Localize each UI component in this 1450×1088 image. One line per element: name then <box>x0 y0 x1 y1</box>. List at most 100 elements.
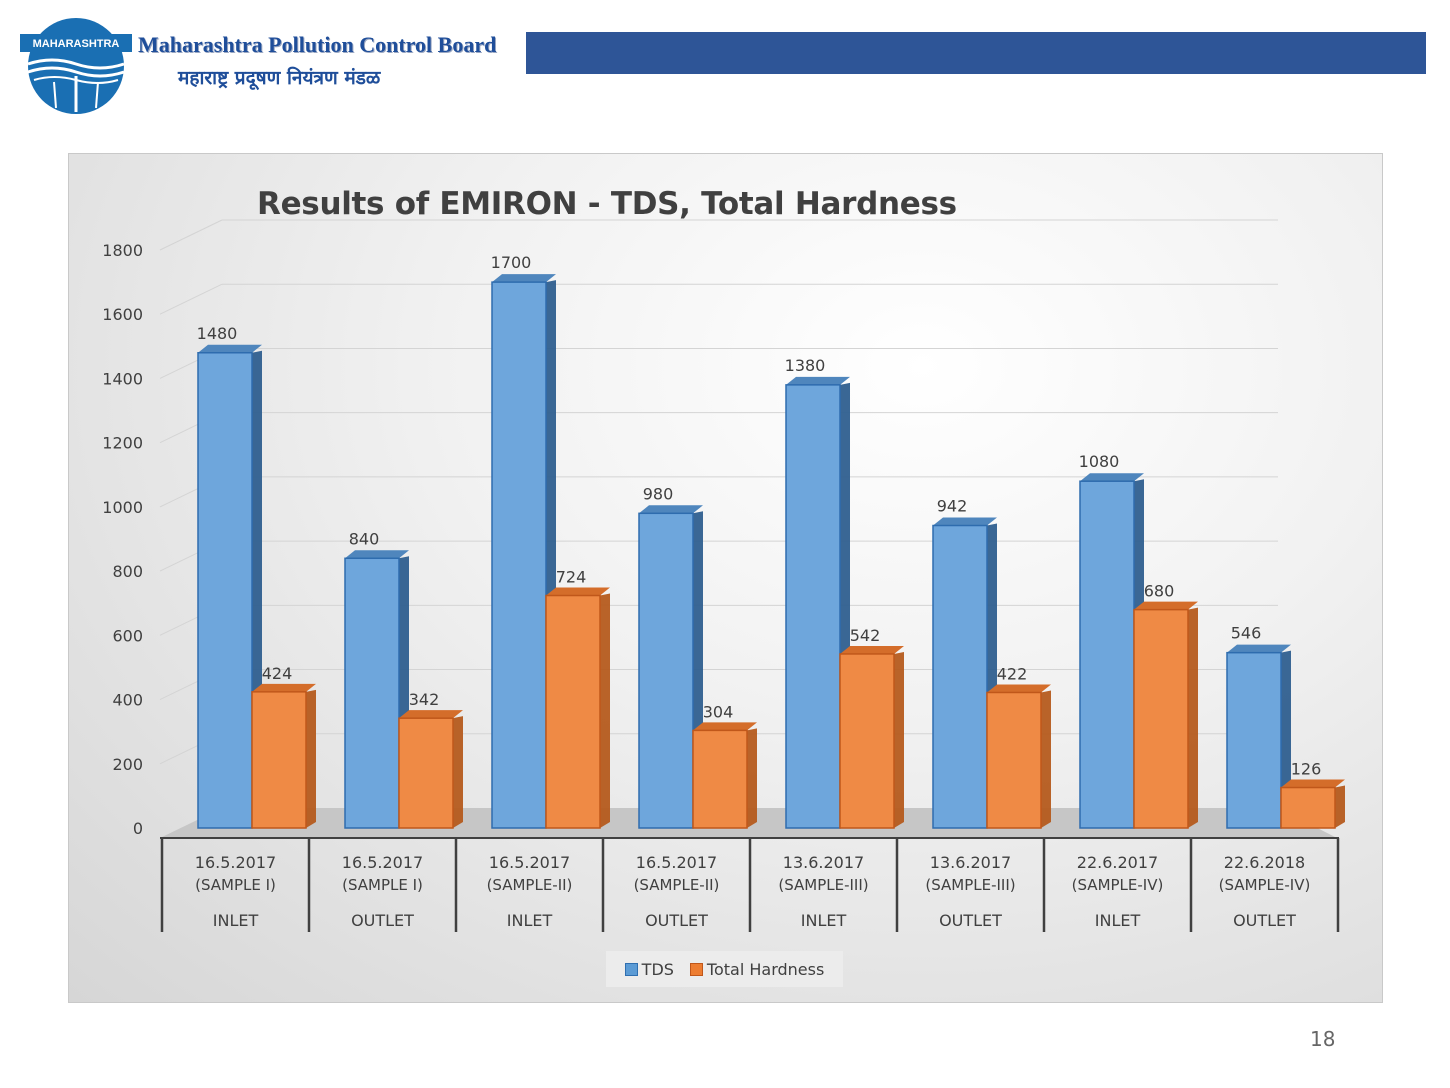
bar-tds <box>491 281 547 829</box>
y-tick-label: 1400 <box>102 369 143 388</box>
bar-total-hardness-top <box>1281 779 1345 788</box>
x-tick-label-point: OUTLET <box>1233 911 1296 930</box>
x-tick-label-sample: (SAMPLE-III) <box>778 876 868 894</box>
bar-tds-top <box>492 274 556 283</box>
bar-total-hardness-side <box>1188 607 1198 828</box>
bar-tds <box>932 524 988 829</box>
bar-total-hardness-top <box>693 722 757 731</box>
data-label-total-hardness: 542 <box>850 626 881 645</box>
bar-total-hardness <box>692 729 748 829</box>
x-tick-label-point: INLET <box>213 911 259 930</box>
data-label-total-hardness: 680 <box>1144 582 1175 601</box>
legend-item-total-hardness: Total Hardness <box>689 959 825 979</box>
x-tick-label-date: 13.6.2017 <box>783 853 864 872</box>
bar-tds <box>1079 480 1135 829</box>
bar-total-hardness <box>986 691 1042 829</box>
y-tick-label: 1000 <box>102 498 143 517</box>
bar-tds-top <box>639 505 703 514</box>
chart-area <box>68 153 1383 1003</box>
legend-item-tds: TDS <box>624 959 674 979</box>
bar-total-hardness-side <box>894 651 904 828</box>
bar-total-hardness <box>839 653 895 829</box>
data-label-tds: 1380 <box>785 356 826 375</box>
bar-total-hardness <box>545 594 601 829</box>
y-tick-label: 1800 <box>102 241 143 260</box>
x-tick-label-sample: (SAMPLE-III) <box>925 876 1015 894</box>
x-tick-label-date: 13.6.2017 <box>930 853 1011 872</box>
legend-swatch-total-hardness <box>689 962 703 976</box>
bar-total-hardness-side <box>600 593 610 828</box>
data-label-tds: 1480 <box>197 324 238 343</box>
bar-tds-top <box>198 344 262 353</box>
bar-tds <box>197 352 253 829</box>
x-tick-label-date: 16.5.2017 <box>489 853 570 872</box>
bar-total-hardness <box>1133 608 1189 829</box>
y-tick-label: 600 <box>112 626 143 645</box>
data-label-total-hardness: 126 <box>1291 760 1322 779</box>
org-name-english: Maharashtra Pollution Control Board <box>138 32 497 57</box>
bar-tds-top <box>786 376 850 385</box>
legend-label-tds: TDS <box>641 959 674 979</box>
x-tick-label-point: INLET <box>801 911 847 930</box>
x-tick-label-point: OUTLET <box>645 911 708 930</box>
x-tick-label-date: 22.6.2018 <box>1224 853 1305 872</box>
bar-total-hardness-top <box>987 684 1051 693</box>
chart-legend: TDS Total Hardness <box>606 951 843 987</box>
x-tick-label-date: 22.6.2017 <box>1077 853 1158 872</box>
gridline <box>159 283 223 315</box>
bar-total-hardness-top <box>546 587 610 596</box>
data-label-tds: 1080 <box>1079 452 1120 471</box>
data-label-tds: 840 <box>349 529 380 548</box>
bar-tds <box>1226 651 1282 829</box>
bar-total-hardness-top <box>252 683 316 692</box>
bar-total-hardness-side <box>747 728 757 828</box>
x-tick-label-sample: (SAMPLE-IV) <box>1219 876 1311 894</box>
page-number: 18 <box>1310 1027 1336 1051</box>
mpcb-logo: MAHARASHTRA <box>20 18 132 114</box>
x-tick-label-sample: (SAMPLE I) <box>195 876 276 894</box>
bar-tds-top <box>1227 644 1291 653</box>
bar-tds <box>785 384 841 829</box>
org-name-marathi: महाराष्ट्र प्रदूषण नियंत्रण मंडळ <box>178 67 381 89</box>
data-label-total-hardness: 342 <box>409 690 440 709</box>
bar-total-hardness-side <box>1335 785 1345 828</box>
data-label-total-hardness: 422 <box>997 664 1028 683</box>
data-label-total-hardness: 304 <box>703 702 734 721</box>
bar-total-hardness-top <box>399 710 463 719</box>
data-label-tds: 546 <box>1231 624 1262 643</box>
x-tick-label-sample: (SAMPLE-II) <box>487 876 573 894</box>
bar-total-hardness-top <box>1134 601 1198 610</box>
bar-total-hardness <box>251 691 307 829</box>
bar-total-hardness-side <box>306 689 316 828</box>
x-tick-label-point: OUTLET <box>939 911 1002 930</box>
bar-total-hardness <box>398 717 454 829</box>
data-label-total-hardness: 424 <box>262 664 293 683</box>
x-tick-label-date: 16.5.2017 <box>636 853 717 872</box>
data-label-tds: 1700 <box>491 253 532 272</box>
x-tick-label-sample: (SAMPLE I) <box>342 876 423 894</box>
bar-total-hardness-side <box>1041 690 1051 828</box>
bar-total-hardness-top <box>840 645 904 654</box>
bar-tds-top <box>345 550 409 559</box>
bar-total-hardness <box>1280 786 1336 829</box>
y-tick-label: 1200 <box>102 434 143 453</box>
x-tick-label-sample: (SAMPLE-IV) <box>1072 876 1164 894</box>
bar-tds <box>638 512 694 829</box>
x-tick-label-point: INLET <box>1095 911 1141 930</box>
logo-text: MAHARASHTRA <box>33 38 120 50</box>
bar-tds-top <box>1080 473 1144 482</box>
legend-label-total-hardness: Total Hardness <box>706 959 825 979</box>
y-tick-label: 1600 <box>102 305 143 324</box>
x-tick-label-sample: (SAMPLE-II) <box>634 876 720 894</box>
org-name: Maharashtra Pollution Control Board महार… <box>138 32 496 90</box>
bar-tds-top <box>933 517 997 526</box>
x-tick-label-date: 16.5.2017 <box>195 853 276 872</box>
header-bar <box>526 32 1426 74</box>
chart-title: Results of EMIRON - TDS, Total Hardness <box>257 186 957 222</box>
data-label-tds: 980 <box>643 484 674 503</box>
x-tick-label-point: OUTLET <box>351 911 414 930</box>
gridline <box>159 219 223 251</box>
bar-tds <box>344 557 400 829</box>
y-tick-label: 400 <box>112 691 143 710</box>
